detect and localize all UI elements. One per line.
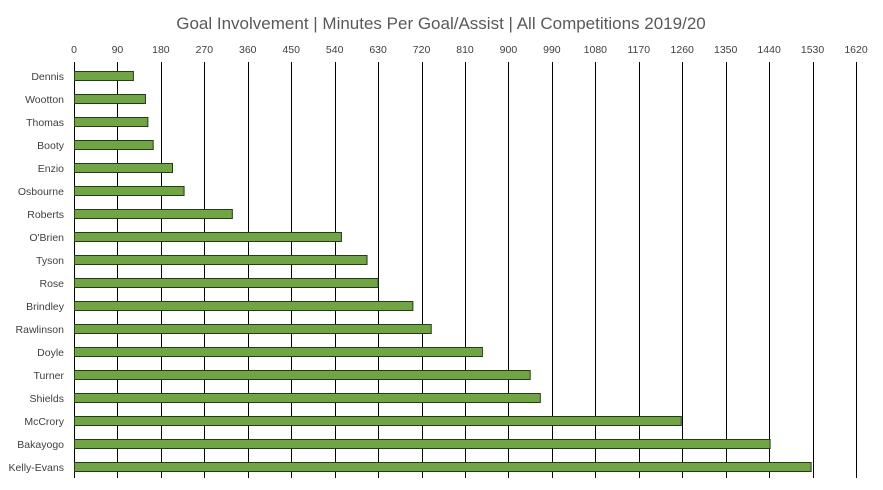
bar xyxy=(74,393,541,403)
bar xyxy=(74,255,368,265)
x-tick-label: 90 xyxy=(112,44,124,56)
category-label: Booty xyxy=(37,140,65,152)
x-tick-label: 270 xyxy=(196,44,214,56)
bar xyxy=(74,301,414,311)
bar xyxy=(74,462,812,472)
bar xyxy=(74,347,483,357)
category-label: Rose xyxy=(39,278,64,290)
category-label: Thomas xyxy=(26,117,64,129)
x-tick-label: 990 xyxy=(543,44,561,56)
x-tick-label: 1440 xyxy=(757,44,781,56)
x-tick-label: 720 xyxy=(413,44,431,56)
category-label: Dennis xyxy=(31,71,64,83)
category-label: O'Brien xyxy=(29,232,64,244)
chart-title: Goal Involvement | Minutes Per Goal/Assi… xyxy=(176,14,705,33)
category-label: Kelly-Evans xyxy=(9,462,64,474)
bar xyxy=(74,117,149,127)
x-tick-label: 540 xyxy=(326,44,344,56)
category-label: Turner xyxy=(33,370,64,382)
bar xyxy=(74,370,531,380)
bar xyxy=(74,94,146,104)
bar xyxy=(74,416,682,426)
bar xyxy=(74,163,173,173)
bar xyxy=(74,140,154,150)
x-tick-label: 0 xyxy=(71,44,77,56)
category-label: Enzio xyxy=(38,163,64,175)
bar xyxy=(74,186,185,196)
x-tick-label: 1080 xyxy=(584,44,608,56)
bar xyxy=(74,232,342,242)
category-label: Wootton xyxy=(25,94,64,106)
bar xyxy=(74,209,233,219)
bar xyxy=(74,439,771,449)
x-tick-label: 810 xyxy=(456,44,474,56)
bar xyxy=(74,71,134,81)
x-tick-label: 1350 xyxy=(714,44,738,56)
x-tick-label: 1260 xyxy=(671,44,695,56)
category-label: Bakayogo xyxy=(17,439,64,451)
category-label: Doyle xyxy=(37,347,64,359)
category-label: Osbourne xyxy=(18,186,64,198)
x-tick-label: 450 xyxy=(282,44,300,56)
bar xyxy=(74,278,379,288)
bar xyxy=(74,324,432,334)
x-tick-label: 180 xyxy=(152,44,170,56)
category-label: Rawlinson xyxy=(16,324,65,336)
x-tick-label: 1530 xyxy=(801,44,825,56)
category-label: Brindley xyxy=(26,301,65,313)
x-tick-label: 900 xyxy=(500,44,518,56)
x-tick-label: 1170 xyxy=(627,44,650,56)
category-label: Roberts xyxy=(27,209,64,221)
x-tick-label: 630 xyxy=(369,44,387,56)
category-label: Shields xyxy=(30,393,64,405)
category-label: McCrory xyxy=(24,416,64,428)
x-tick-label: 1620 xyxy=(844,44,868,56)
x-tick-label: 360 xyxy=(239,44,257,56)
category-label: Tyson xyxy=(36,255,64,267)
